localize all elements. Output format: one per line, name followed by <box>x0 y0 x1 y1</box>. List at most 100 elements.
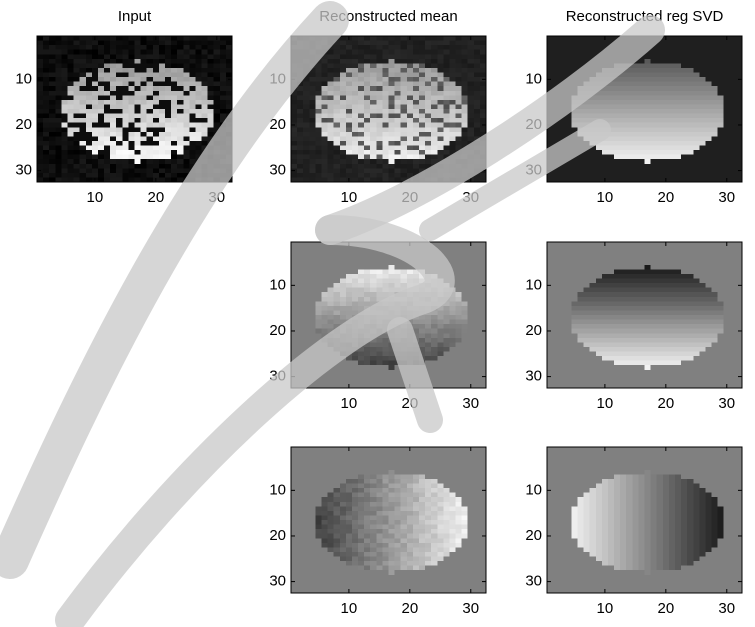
pixel <box>590 356 597 361</box>
pixel <box>376 50 383 55</box>
pixel <box>291 251 298 256</box>
pixel <box>614 315 621 320</box>
pixel <box>346 279 353 284</box>
pixel <box>189 104 196 109</box>
pixel <box>431 68 438 73</box>
pixel <box>687 36 694 41</box>
pixel <box>638 269 645 274</box>
pixel <box>462 82 469 87</box>
pixel <box>122 86 129 91</box>
pixel <box>626 297 633 302</box>
pixel <box>651 73 658 78</box>
pixel <box>547 269 554 274</box>
pixel <box>638 320 645 325</box>
pixel <box>110 168 117 173</box>
pixel <box>559 333 566 338</box>
pixel <box>177 109 184 114</box>
pixel <box>474 59 481 64</box>
pixel <box>195 54 202 59</box>
pixel <box>74 41 81 46</box>
pixel <box>608 141 615 146</box>
pixel <box>718 63 725 68</box>
pixel <box>346 77 353 82</box>
pixel <box>456 100 463 105</box>
pixel <box>437 356 444 361</box>
pixel <box>693 127 700 132</box>
pixel <box>321 283 328 288</box>
pixel <box>449 315 456 320</box>
pixel <box>559 50 566 55</box>
pixel <box>571 242 578 247</box>
pixel <box>334 155 341 160</box>
pixel <box>712 173 719 178</box>
pixel <box>171 123 178 128</box>
pixel <box>620 333 627 338</box>
pixel <box>364 63 371 68</box>
pixel <box>171 132 178 137</box>
pixel <box>681 100 688 105</box>
pixel <box>663 95 670 100</box>
pixel <box>651 155 658 160</box>
pixel <box>462 114 469 119</box>
pixel <box>116 141 123 146</box>
pixel <box>730 251 737 256</box>
pixel <box>128 45 135 50</box>
pixel <box>718 141 725 146</box>
pixel <box>159 168 166 173</box>
pixel <box>638 279 645 284</box>
pixel <box>382 54 389 59</box>
pixel <box>61 136 68 141</box>
pixel <box>675 159 682 164</box>
pixel <box>675 73 682 78</box>
pixel <box>334 132 341 137</box>
pixel <box>645 338 652 343</box>
pixel <box>159 159 166 164</box>
pixel <box>687 127 694 132</box>
pixel <box>147 59 154 64</box>
pixel <box>705 54 712 59</box>
pixel <box>122 118 129 123</box>
pixel <box>321 95 328 100</box>
pixel <box>220 104 227 109</box>
pixel <box>431 155 438 160</box>
pixel <box>159 63 166 68</box>
pixel <box>49 127 56 132</box>
pixel <box>718 265 725 270</box>
pixel <box>291 136 298 141</box>
pixel <box>122 136 129 141</box>
pixel <box>116 95 123 100</box>
pixel <box>657 292 664 297</box>
pixel <box>705 288 712 293</box>
pixel <box>626 292 633 297</box>
pixel <box>645 118 652 123</box>
pixel <box>651 91 658 96</box>
pixel <box>104 136 111 141</box>
pixel <box>395 77 402 82</box>
pixel <box>584 265 591 270</box>
pixel <box>651 333 658 338</box>
pixel <box>705 59 712 64</box>
pixel <box>346 301 353 306</box>
pixel <box>730 109 737 114</box>
pixel <box>718 352 725 357</box>
pixel <box>437 374 444 379</box>
pixel <box>86 36 93 41</box>
pixel <box>571 164 578 169</box>
pixel <box>651 324 658 329</box>
pixel <box>638 301 645 306</box>
pixel <box>425 146 432 151</box>
pixel <box>705 109 712 114</box>
pixel <box>401 95 408 100</box>
pixel <box>177 59 184 64</box>
pixel <box>128 50 135 55</box>
pixel <box>712 118 719 123</box>
pixel <box>669 100 676 105</box>
pixel <box>449 310 456 315</box>
pixel <box>565 297 572 302</box>
pixel <box>577 114 584 119</box>
pixel <box>413 136 420 141</box>
pixel <box>456 260 463 265</box>
pixel <box>443 54 450 59</box>
pixel <box>382 168 389 173</box>
pixel <box>675 310 682 315</box>
